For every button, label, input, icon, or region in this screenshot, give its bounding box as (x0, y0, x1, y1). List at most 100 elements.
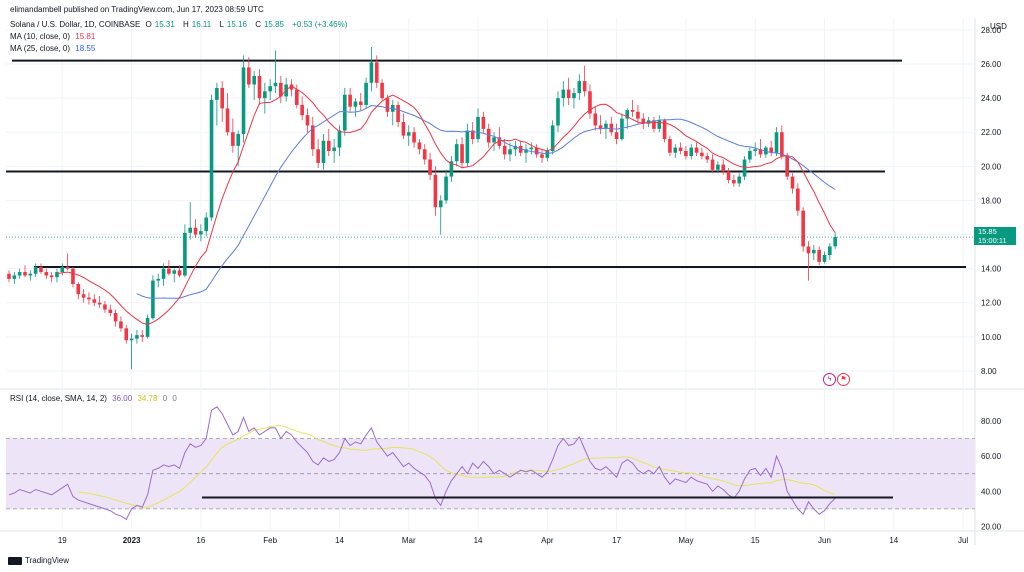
footer-brand[interactable]: TradingView (8, 556, 69, 565)
candle (609, 116, 614, 136)
time-tick-label: Jul (958, 536, 968, 545)
candle-body (705, 156, 710, 160)
close-label: C (255, 20, 261, 29)
time-tick-label: Apr (541, 536, 554, 545)
candle-body (641, 118, 646, 124)
candle-body (454, 144, 459, 162)
candle (582, 65, 587, 97)
candle (566, 77, 571, 105)
candle-body (609, 123, 614, 133)
candle-body (769, 147, 773, 153)
candle-body (327, 140, 331, 151)
candle (460, 137, 464, 169)
candle (540, 149, 544, 163)
candle (241, 55, 246, 143)
candle-body (241, 67, 246, 134)
candle-body (364, 82, 368, 105)
last-price: 15.85 (978, 227, 997, 236)
candle (406, 125, 411, 146)
candle (662, 118, 667, 143)
candle-body (188, 227, 193, 233)
candle-body (204, 217, 209, 232)
attribution-text: elimandambell published on TradingView.c… (10, 5, 267, 14)
candle-body (470, 130, 475, 140)
candle-body (140, 335, 145, 337)
candle (327, 128, 331, 157)
rsi-legend[interactable]: RSI (14, close, SMA, 14, 2) 36.00 34.78 … (10, 394, 180, 403)
candle (87, 292, 91, 305)
low-label: L (219, 20, 224, 29)
candle (113, 309, 118, 327)
open-label: O (145, 20, 152, 29)
candle-body (289, 84, 294, 90)
lightning-icon[interactable]: ϟ (823, 373, 836, 386)
candle (374, 55, 379, 88)
candle (401, 113, 406, 140)
candle (332, 139, 336, 163)
candle (668, 135, 672, 157)
candle (652, 116, 656, 133)
candle (231, 118, 235, 153)
price-tick-label: 12.00 (981, 299, 1002, 308)
candle-body (28, 273, 33, 276)
candle (774, 127, 779, 157)
flag-icon[interactable]: ⚑ (837, 373, 850, 386)
candle-body (630, 110, 635, 112)
candle-body (524, 149, 528, 153)
candle-body (460, 144, 464, 163)
candle-body (636, 111, 640, 119)
candle (295, 84, 299, 109)
ma25-label: MA (25, close, 0) (10, 44, 71, 53)
candle (380, 79, 384, 102)
candle-body (662, 120, 667, 140)
candle-body (23, 272, 27, 276)
candle (81, 289, 86, 303)
time-tick-label: 15 (751, 536, 760, 545)
candle (417, 139, 422, 155)
candle (60, 263, 65, 276)
candle (135, 330, 139, 344)
candle (71, 266, 75, 288)
rsi-tick-label: 20.00 (981, 522, 1002, 531)
candle-body (92, 299, 97, 303)
candle (300, 96, 304, 121)
candle (641, 113, 646, 129)
candle-body (273, 82, 278, 87)
candle (321, 133, 326, 170)
candle-body (657, 120, 662, 129)
candle (257, 69, 262, 105)
candle-body (796, 188, 800, 211)
candle-body (758, 149, 763, 155)
candle (103, 301, 107, 313)
candle (625, 108, 630, 129)
candle-body (268, 86, 272, 92)
candle (263, 82, 267, 114)
candle-body (588, 91, 592, 114)
candle-body (76, 283, 81, 295)
candle (353, 98, 358, 117)
candle (710, 154, 715, 174)
candle-body (742, 159, 747, 177)
candle-body (806, 246, 811, 254)
candle-body (828, 246, 832, 256)
candle-body (438, 200, 443, 208)
candle (497, 127, 502, 150)
candle-body (199, 231, 203, 235)
candle-body (700, 152, 704, 157)
symbol-label: Solana / U.S. Dollar, 1D, COINBASE (10, 20, 141, 29)
candle (428, 152, 432, 180)
candle (311, 116, 315, 157)
candle-body (652, 120, 656, 129)
candle (358, 93, 363, 111)
candle (737, 173, 742, 187)
candle-body (668, 139, 672, 153)
candle (588, 84, 592, 119)
candle (513, 140, 518, 157)
ma25-legend[interactable]: MA (25, close, 0) 18.55 (10, 44, 98, 53)
chart-event-icons[interactable]: ϟ ⚑ (823, 373, 850, 386)
ma10-legend[interactable]: MA (10, close, 0) 15.81 (10, 32, 98, 41)
candle-body (151, 280, 155, 319)
price-tick-label: 14.00 (981, 265, 1002, 274)
candle (268, 79, 272, 100)
